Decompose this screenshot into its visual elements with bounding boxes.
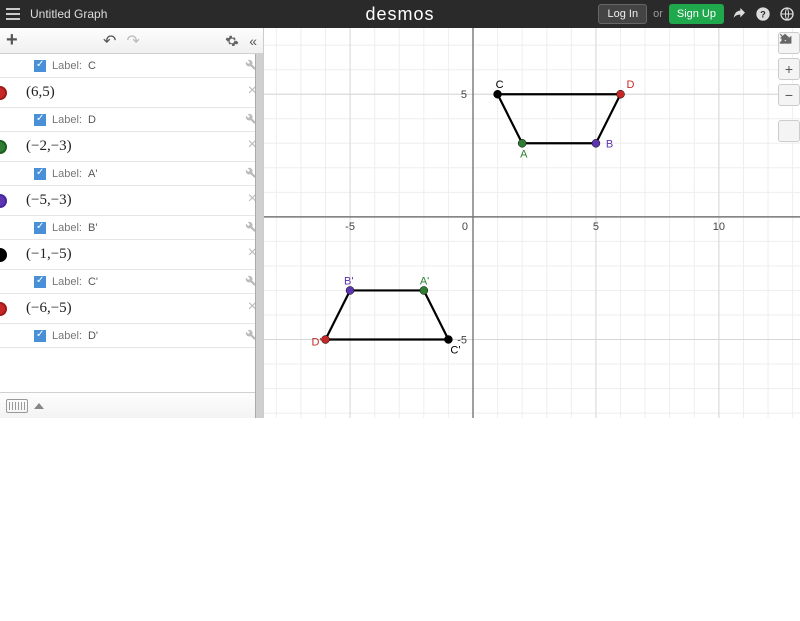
scrollbar[interactable] xyxy=(255,54,263,418)
color-dot-icon[interactable] xyxy=(0,248,7,262)
svg-text:10: 10 xyxy=(713,221,725,233)
keypad-toggle-icon[interactable] xyxy=(34,403,44,409)
label-checkbox[interactable] xyxy=(34,276,46,288)
svg-text:-5: -5 xyxy=(345,221,355,233)
sidebar-toolbar: + ↶ ↷ « xyxy=(0,28,263,54)
expression-text[interactable]: (6,5) xyxy=(20,84,55,101)
label-prefix: Label: xyxy=(52,222,82,234)
label-checkbox[interactable] xyxy=(34,330,46,342)
graph-pane[interactable]: -505105-5ABDCA'B'D'C' + − xyxy=(264,28,800,418)
svg-text:0: 0 xyxy=(462,221,468,233)
label-prefix: Label: xyxy=(52,60,82,72)
label-prefix: Label: xyxy=(52,168,82,180)
workspace: + ↶ ↷ « Label:C(6,5)×Label:D(−2,−3)×Labe… xyxy=(0,28,800,418)
label-row[interactable]: Label: A' xyxy=(0,162,263,186)
expression-row[interactable]: (−5,−3)× xyxy=(0,186,263,216)
or-text: or xyxy=(653,8,663,20)
label-checkbox[interactable] xyxy=(34,222,46,234)
label-prefix: Label: xyxy=(52,114,82,126)
color-dot-icon[interactable] xyxy=(0,302,7,316)
brand-logo: desmos xyxy=(365,4,434,25)
svg-text:A': A' xyxy=(420,275,429,287)
label-row[interactable]: Label: C xyxy=(0,54,263,78)
undo-button[interactable]: ↶ xyxy=(103,31,116,51)
expression-row[interactable]: (−1,−5)× xyxy=(0,240,263,270)
home-button[interactable] xyxy=(778,120,800,142)
label-value[interactable]: B' xyxy=(88,222,97,234)
expression-row[interactable]: (6,5)× xyxy=(0,78,263,108)
svg-text:C': C' xyxy=(450,345,460,357)
zoom-in-button[interactable]: + xyxy=(778,58,800,80)
settings-gear-icon[interactable] xyxy=(225,34,239,48)
zoom-out-button[interactable]: − xyxy=(778,84,800,106)
expression-text[interactable]: (−2,−3) xyxy=(20,138,72,155)
label-checkbox[interactable] xyxy=(34,168,46,180)
label-row[interactable]: Label: C' xyxy=(0,270,263,294)
expression-row[interactable]: (−6,−5)× xyxy=(0,294,263,324)
expression-sidebar: + ↶ ↷ « Label:C(6,5)×Label:D(−2,−3)×Labe… xyxy=(0,28,264,418)
keyboard-icon[interactable] xyxy=(6,399,28,413)
blank-region xyxy=(0,418,800,621)
label-row[interactable]: Label: B' xyxy=(0,216,263,240)
color-dot-icon[interactable] xyxy=(0,194,7,208)
label-prefix: Label: xyxy=(52,276,82,288)
svg-text:?: ? xyxy=(760,9,766,19)
svg-text:B': B' xyxy=(344,275,353,287)
graph-tools: + − xyxy=(778,32,800,142)
label-row[interactable]: Label: D xyxy=(0,108,263,132)
add-expression-button[interactable]: + xyxy=(6,29,18,52)
label-value[interactable]: C' xyxy=(88,276,98,288)
label-value[interactable]: D xyxy=(88,114,96,126)
redo-button: ↷ xyxy=(126,31,139,51)
graph-title[interactable]: Untitled Graph xyxy=(24,7,113,21)
svg-text:C: C xyxy=(496,79,504,91)
expression-list: Label: C (6,5)× Label: D (−2,−3)× Label: A' (−5,… xyxy=(0,54,263,392)
label-value[interactable]: C xyxy=(88,60,96,72)
app-header: Untitled Graph desmos Log In or Sign Up … xyxy=(0,0,800,28)
label-checkbox[interactable] xyxy=(34,114,46,126)
menu-icon[interactable] xyxy=(0,0,24,28)
share-icon[interactable] xyxy=(730,5,748,23)
svg-text:D': D' xyxy=(311,337,321,349)
help-icon[interactable]: ? xyxy=(754,5,772,23)
language-icon[interactable] xyxy=(778,5,796,23)
sidebar-footer xyxy=(0,392,263,418)
color-dot-icon[interactable] xyxy=(0,86,7,100)
collapse-sidebar-icon[interactable]: « xyxy=(249,33,257,49)
signup-button[interactable]: Sign Up xyxy=(669,4,724,24)
label-row[interactable]: Label: D' xyxy=(0,324,263,348)
svg-text:5: 5 xyxy=(593,221,599,233)
expression-text[interactable]: (−5,−3) xyxy=(20,192,72,209)
label-checkbox[interactable] xyxy=(34,60,46,72)
expression-text[interactable]: (−6,−5) xyxy=(20,300,72,317)
login-button[interactable]: Log In xyxy=(598,4,647,24)
svg-text:D: D xyxy=(627,79,635,91)
header-right: Log In or Sign Up ? xyxy=(598,4,800,24)
svg-text:5: 5 xyxy=(461,89,467,101)
expression-text[interactable]: (−1,−5) xyxy=(20,246,72,263)
graph-canvas[interactable]: -505105-5ABDCA'B'D'C' xyxy=(264,28,800,418)
svg-text:B: B xyxy=(606,138,613,150)
color-dot-icon[interactable] xyxy=(0,140,7,154)
expression-row[interactable]: (−2,−3)× xyxy=(0,132,263,162)
label-value[interactable]: A' xyxy=(88,168,97,180)
label-prefix: Label: xyxy=(52,330,82,342)
label-value[interactable]: D' xyxy=(88,330,98,342)
svg-text:A: A xyxy=(520,148,528,160)
